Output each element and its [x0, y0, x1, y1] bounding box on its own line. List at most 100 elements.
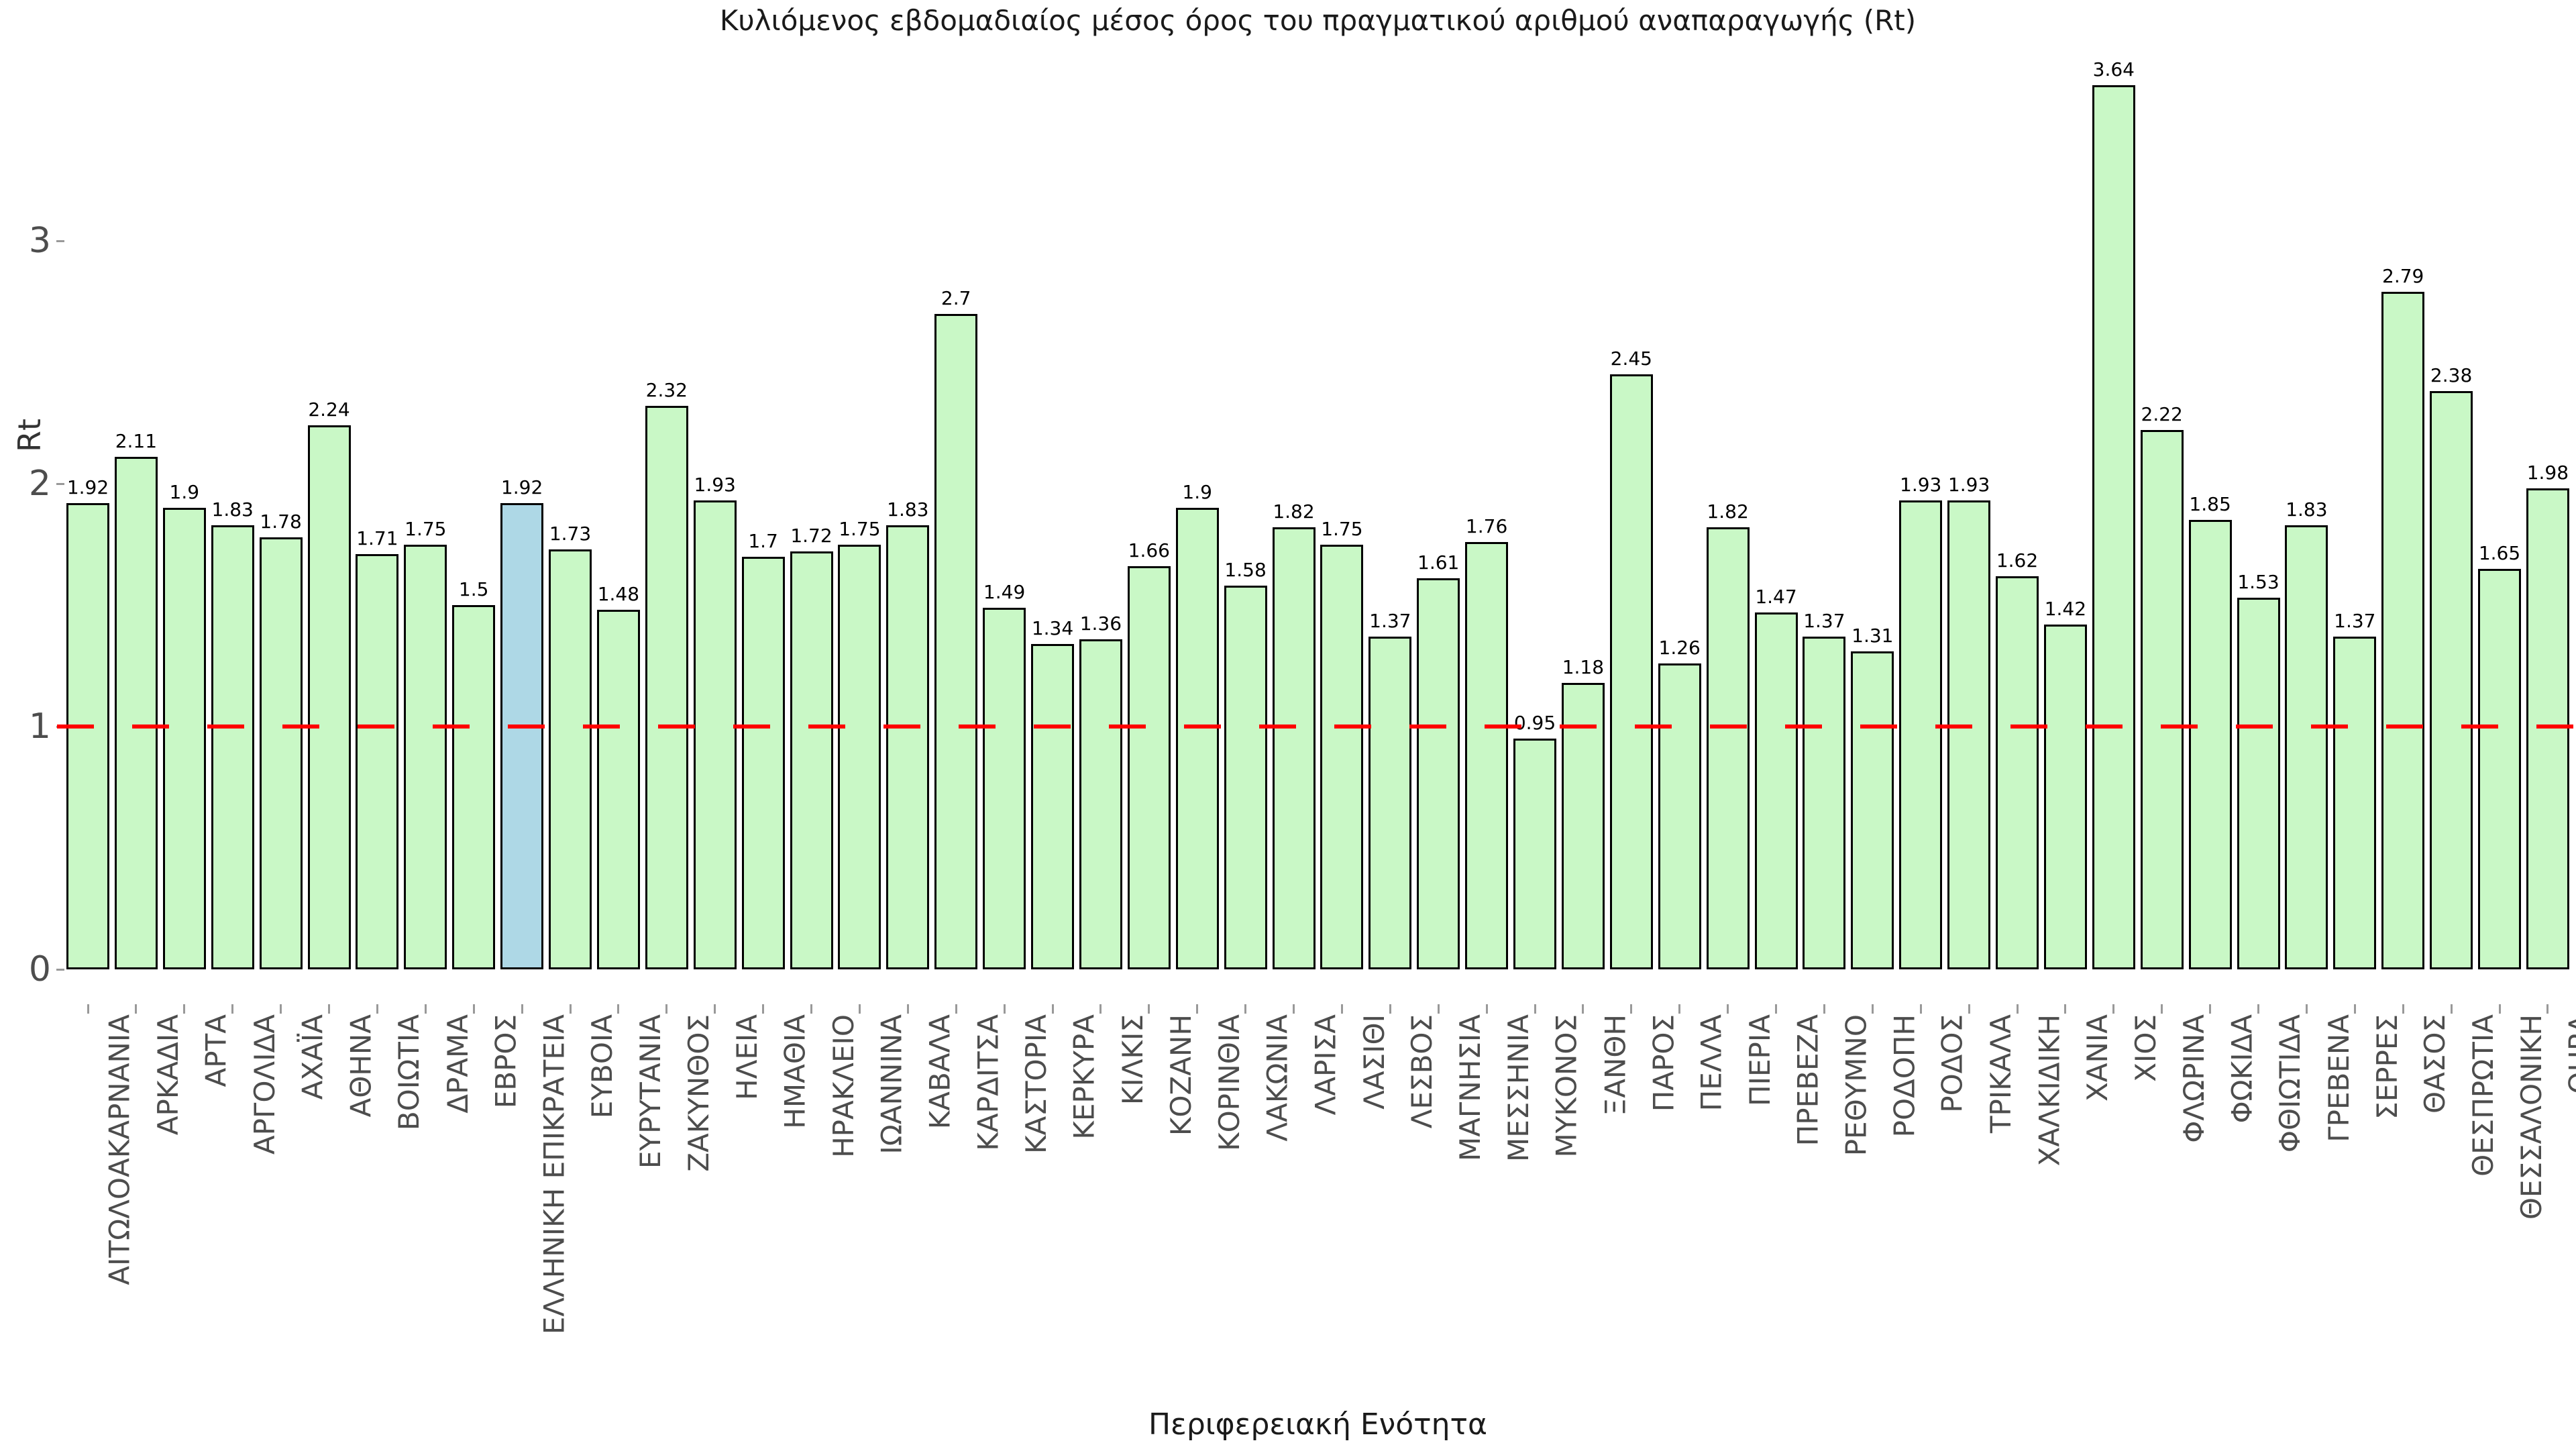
category-label: ΚΕΡΚΥΡΑ [1068, 1014, 1101, 1140]
bar-value-label: 1.93 [694, 474, 736, 496]
bar-value-label: 1.72 [790, 525, 833, 547]
x-tick-mark [1485, 1004, 1488, 1014]
bar [838, 544, 881, 969]
x-tick-mark [2112, 1004, 2115, 1014]
bar [1320, 544, 1364, 969]
bar-value-label: 1.65 [2478, 541, 2521, 564]
bar-value-label: 1.37 [2334, 610, 2376, 633]
x-tick-mark [2257, 1004, 2259, 1014]
bar [741, 556, 785, 969]
bar-value-label: 1.82 [1273, 500, 1315, 523]
bar-value-label: 3.64 [2092, 58, 2135, 81]
category-label: ΑΧΑΪΑ [296, 1014, 329, 1100]
category-label: ΑΡΓΟΛΙΔΑ [248, 1014, 281, 1155]
category-label: ΦΛΩΡΙΝΑ [2177, 1014, 2210, 1143]
category-label: ΗΜΑΘΙΑ [778, 1014, 812, 1129]
bar-value-label: 1.92 [500, 476, 543, 498]
bar [596, 610, 640, 969]
bar [645, 406, 688, 969]
x-tick-mark [2161, 1004, 2163, 1014]
category-label: ΗΛΕΙΑ [730, 1014, 763, 1100]
bar-value-label: 1.26 [1658, 636, 1701, 659]
category-label: ΗΡΑΚΛΕΙΟ [826, 1014, 860, 1158]
bar [211, 525, 254, 969]
bar [1706, 527, 1750, 969]
bar [1031, 643, 1074, 969]
bar-value-label: 1.7 [748, 529, 778, 552]
x-tick-mark [1437, 1004, 1440, 1014]
x-tick-mark [1099, 1004, 1102, 1014]
x-tick-mark [906, 1004, 909, 1014]
bar [2237, 598, 2280, 969]
bar [1561, 682, 1605, 969]
x-tick-mark [1582, 1004, 1585, 1014]
x-tick-mark [2064, 1004, 2067, 1014]
category-label: ΘΗΡΑ [2563, 1014, 2576, 1094]
category-label: ΦΩΚΙΔΑ [2225, 1014, 2259, 1124]
x-tick-mark [87, 1004, 89, 1014]
bar-value-label: 1.75 [1321, 517, 1363, 540]
x-tick-mark [810, 1004, 812, 1014]
x-tick-mark [617, 1004, 620, 1014]
category-label: ΜΥΚΟΝΟΣ [1550, 1014, 1583, 1158]
x-tick-mark [1340, 1004, 1343, 1014]
bar [1127, 566, 1171, 969]
category-label: ΚΟΖΑΝΗ [1164, 1014, 1197, 1136]
category-label: ΤΡΙΚΑΛΑ [1984, 1014, 2018, 1134]
category-label: ΠΕΛΛΑ [1695, 1014, 1728, 1112]
category-label: ΘΕΣΣΑΛΟΝΙΚΗ [2515, 1014, 2548, 1220]
category-label: ΘΑΣΟΣ [2418, 1014, 2452, 1114]
bar-value-label: 0.95 [1513, 712, 1556, 735]
category-label: ΘΕΣΠΡΩΤΙΑ [2467, 1014, 2500, 1177]
bar-value-label: 2.45 [1610, 347, 1652, 370]
bar-value-label: 2.11 [115, 430, 158, 453]
bar [1658, 663, 1701, 969]
x-tick-mark [135, 1004, 138, 1014]
y-axis-title: Rt [11, 419, 48, 452]
bar-value-label: 2.7 [941, 286, 971, 309]
bar [2140, 430, 2184, 969]
bar-value-label: 2.32 [645, 379, 688, 402]
bar-value-label: 1.93 [1900, 474, 1942, 496]
bar [1417, 578, 1460, 969]
bar-value-label: 1.66 [1128, 539, 1170, 562]
x-tick-mark [1051, 1004, 1054, 1014]
category-label: ΑΡΤΑ [199, 1014, 233, 1087]
bar [790, 551, 833, 969]
category-label: ΛΑΡΙΣΑ [1309, 1014, 1342, 1116]
x-tick-mark [183, 1004, 186, 1014]
bar [2430, 391, 2473, 969]
bar-value-label: 2.79 [2382, 265, 2424, 288]
x-axis-title: Περιφερειακή Ενότητα [1148, 1407, 1488, 1442]
y-tick-label: 1 [28, 706, 51, 747]
bar [983, 607, 1026, 969]
bar [934, 313, 978, 969]
bar [1899, 500, 1943, 969]
chart-title: Κυλιόμενος εβδομαδιαίος μέσος όρος του π… [719, 4, 1917, 37]
reference-line [57, 724, 2576, 729]
x-tick-mark [2450, 1004, 2453, 1014]
x-tick-mark [2016, 1004, 2019, 1014]
bar-value-label: 1.83 [887, 498, 929, 521]
category-label: ΚΑΒΑΛΑ [923, 1014, 957, 1130]
category-label: ΧΑΝΙΑ [2080, 1014, 2114, 1102]
category-label: ΒΟΙΩΤΙΑ [392, 1014, 426, 1131]
category-label: ΑΙΤΩΛΟΑΚΑΡΝΑΝΙΑ [103, 1014, 136, 1285]
bar [2478, 568, 2521, 969]
bar [1609, 374, 1653, 969]
bar [2381, 292, 2425, 969]
category-label: ΦΘΙΩΤΙΔΑ [2273, 1014, 2307, 1153]
category-label: ΡΕΘΥΜΝΟ [1839, 1014, 1873, 1157]
x-tick-mark [1389, 1004, 1391, 1014]
bar-value-label: 1.85 [2189, 493, 2231, 516]
bar-value-label: 1.47 [1755, 585, 1797, 608]
category-label: ΑΡΚΑΔΙΑ [151, 1014, 184, 1136]
category-label: ΠΡΕΒΕΖΑ [1791, 1014, 1825, 1146]
bar-value-label: 2.24 [308, 398, 350, 421]
bar [2526, 488, 2569, 969]
bar-value-label: 1.92 [66, 476, 109, 498]
x-tick-mark [2498, 1004, 2501, 1014]
category-label: ΕΒΡΟΣ [489, 1014, 523, 1109]
category-label: ΚΙΛΚΙΣ [1116, 1014, 1149, 1106]
x-tick-mark [2305, 1004, 2308, 1014]
